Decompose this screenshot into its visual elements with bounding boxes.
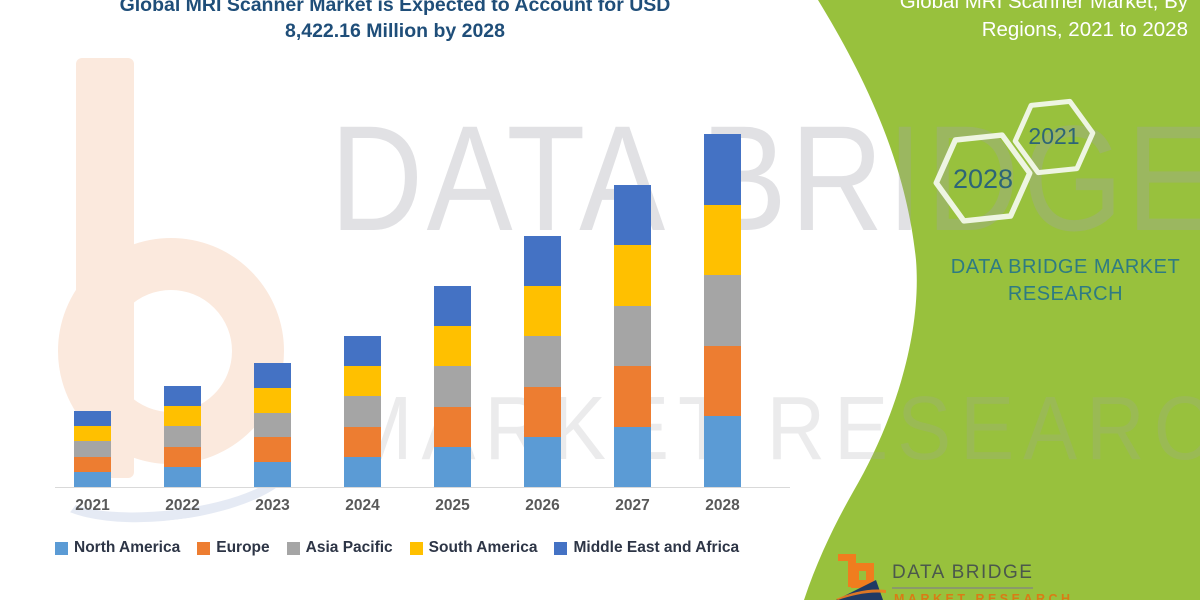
legend-label: Europe bbox=[216, 539, 270, 556]
watermark-text-marketresearch: MARKET RESEARCH bbox=[345, 379, 1200, 479]
bar-2026 bbox=[524, 235, 561, 487]
bar-segment-asia-pacific bbox=[164, 426, 201, 447]
footer-brand-text: DATA BRIDGE bbox=[892, 562, 1034, 589]
bar-segment-europe bbox=[704, 345, 741, 417]
chart-title-line2: 8,422.16 Million by 2028 bbox=[284, 20, 506, 42]
bar-segment-asia-pacific bbox=[524, 336, 561, 387]
x-axis-line bbox=[55, 487, 790, 488]
legend-swatch bbox=[286, 541, 300, 555]
bar-2021 bbox=[74, 410, 111, 487]
bar-segment-europe bbox=[524, 386, 561, 437]
bar-segment-asia-pacific bbox=[434, 366, 471, 407]
bar-segment-asia-pacific bbox=[614, 305, 651, 367]
legend-swatch bbox=[554, 541, 568, 555]
legend-label: Middle East and Africa bbox=[573, 539, 740, 556]
legend-item-south-america: South America bbox=[409, 539, 538, 557]
bar-segment-europe bbox=[614, 366, 651, 427]
bar-segment-middle-east-and-africa bbox=[344, 335, 381, 367]
bar-segment-north-america bbox=[524, 436, 561, 487]
legend-item-middle-east-and-africa: Middle East and Africa bbox=[554, 539, 739, 557]
legend-swatch bbox=[55, 541, 68, 555]
hexagon-2021 bbox=[1012, 98, 1096, 176]
bar-segment-south-america bbox=[254, 387, 291, 413]
bar-2022 bbox=[164, 386, 201, 487]
x-axis-label-2024: 2024 bbox=[345, 497, 380, 514]
legend-label: South America bbox=[428, 539, 538, 556]
panel-title-line1: Global MRI Scanner Market, By bbox=[899, 0, 1188, 13]
legend-label: North America bbox=[74, 539, 181, 556]
bar-2025 bbox=[434, 286, 471, 487]
bar-segment-north-america bbox=[434, 446, 471, 487]
x-axis-label-2028: 2028 bbox=[705, 497, 740, 514]
panel-title-line2: Regions, 2021 to 2028 bbox=[981, 18, 1188, 41]
bar-segment-middle-east-and-africa bbox=[614, 185, 651, 246]
footer-logo: DATA BRIDGE MARKET RESEARCH bbox=[830, 550, 1200, 600]
legend-swatch bbox=[197, 541, 211, 555]
bar-2024 bbox=[344, 335, 381, 487]
x-axis-label-2021: 2021 bbox=[75, 497, 110, 514]
bar-2028 bbox=[704, 134, 741, 487]
bar-segment-middle-east-and-africa bbox=[704, 134, 741, 205]
bar-segment-middle-east-and-africa bbox=[254, 362, 291, 388]
hexagon-year-2028: 2028 bbox=[952, 164, 1014, 194]
hexagon-year-2021: 2021 bbox=[1028, 123, 1080, 149]
bar-segment-europe bbox=[74, 456, 111, 472]
bar-segment-middle-east-and-africa bbox=[74, 410, 111, 427]
watermark-text-databridge: DATA BRIDGE bbox=[330, 94, 1200, 262]
x-axis-label-2027: 2027 bbox=[615, 497, 650, 514]
chart-legend: North America Europe Asia Pacific South Ame… bbox=[55, 539, 739, 557]
chart-title: Global MRI Scanner Market is Expected to… bbox=[45, 0, 745, 44]
bar-segment-south-america bbox=[344, 366, 381, 397]
bar-segment-north-america bbox=[164, 466, 201, 487]
bar-segment-europe bbox=[434, 406, 471, 447]
bar-segment-south-america bbox=[524, 286, 561, 337]
brand-text: DATA BRIDGE MARKET RESEARCH bbox=[950, 256, 1181, 305]
bar-segment-europe bbox=[344, 426, 381, 457]
legend-item-europe: Europe bbox=[197, 539, 270, 557]
bar-segment-south-america bbox=[434, 326, 471, 367]
chart-title-line1: Global MRI Scanner Market is Expected to… bbox=[119, 0, 671, 16]
x-axis-label-2023: 2023 bbox=[255, 497, 290, 514]
bar-segment-middle-east-and-africa bbox=[434, 286, 471, 327]
bar-segment-north-america bbox=[614, 426, 651, 487]
bar-2023 bbox=[254, 362, 291, 487]
bar-segment-north-america bbox=[74, 471, 111, 487]
bar-segment-middle-east-and-africa bbox=[164, 386, 201, 407]
bar-2027 bbox=[614, 185, 651, 487]
x-axis-label-2025: 2025 bbox=[435, 497, 470, 514]
bar-segment-south-america bbox=[74, 426, 111, 442]
footer-subtitle-text: MARKET RESEARCH bbox=[894, 592, 1074, 600]
bar-segment-europe bbox=[254, 437, 291, 463]
bar-segment-north-america bbox=[254, 462, 291, 487]
x-axis-label-2022: 2022 bbox=[165, 497, 200, 514]
legend-item-north-america: North America bbox=[55, 539, 180, 557]
bar-segment-middle-east-and-africa bbox=[524, 235, 561, 287]
databridge-b-icon bbox=[836, 554, 886, 600]
bar-segment-asia-pacific bbox=[704, 275, 741, 346]
bar-segment-asia-pacific bbox=[344, 396, 381, 427]
legend-swatch bbox=[409, 541, 423, 555]
bar-segment-south-america bbox=[164, 406, 201, 427]
hexagon-2028 bbox=[933, 132, 1033, 224]
bar-segment-asia-pacific bbox=[254, 412, 291, 438]
plot-area: 2021 2022 2023 2024 2025 2026 2027 2028 bbox=[74, 134, 741, 514]
bar-segment-asia-pacific bbox=[74, 441, 111, 457]
bar-segment-north-america bbox=[704, 416, 741, 487]
bar-segment-north-america bbox=[344, 456, 381, 487]
legend-label: Asia Pacific bbox=[305, 539, 393, 556]
bar-segment-south-america bbox=[704, 204, 741, 276]
bar-segment-south-america bbox=[614, 245, 651, 306]
bar-segment-europe bbox=[164, 446, 201, 467]
panel-title: Global MRI Scanner Market, By Regions, 2… bbox=[858, 0, 1188, 44]
x-axis-label-2026: 2026 bbox=[525, 497, 560, 514]
legend-item-asia-pacific: Asia Pacific bbox=[286, 539, 393, 557]
